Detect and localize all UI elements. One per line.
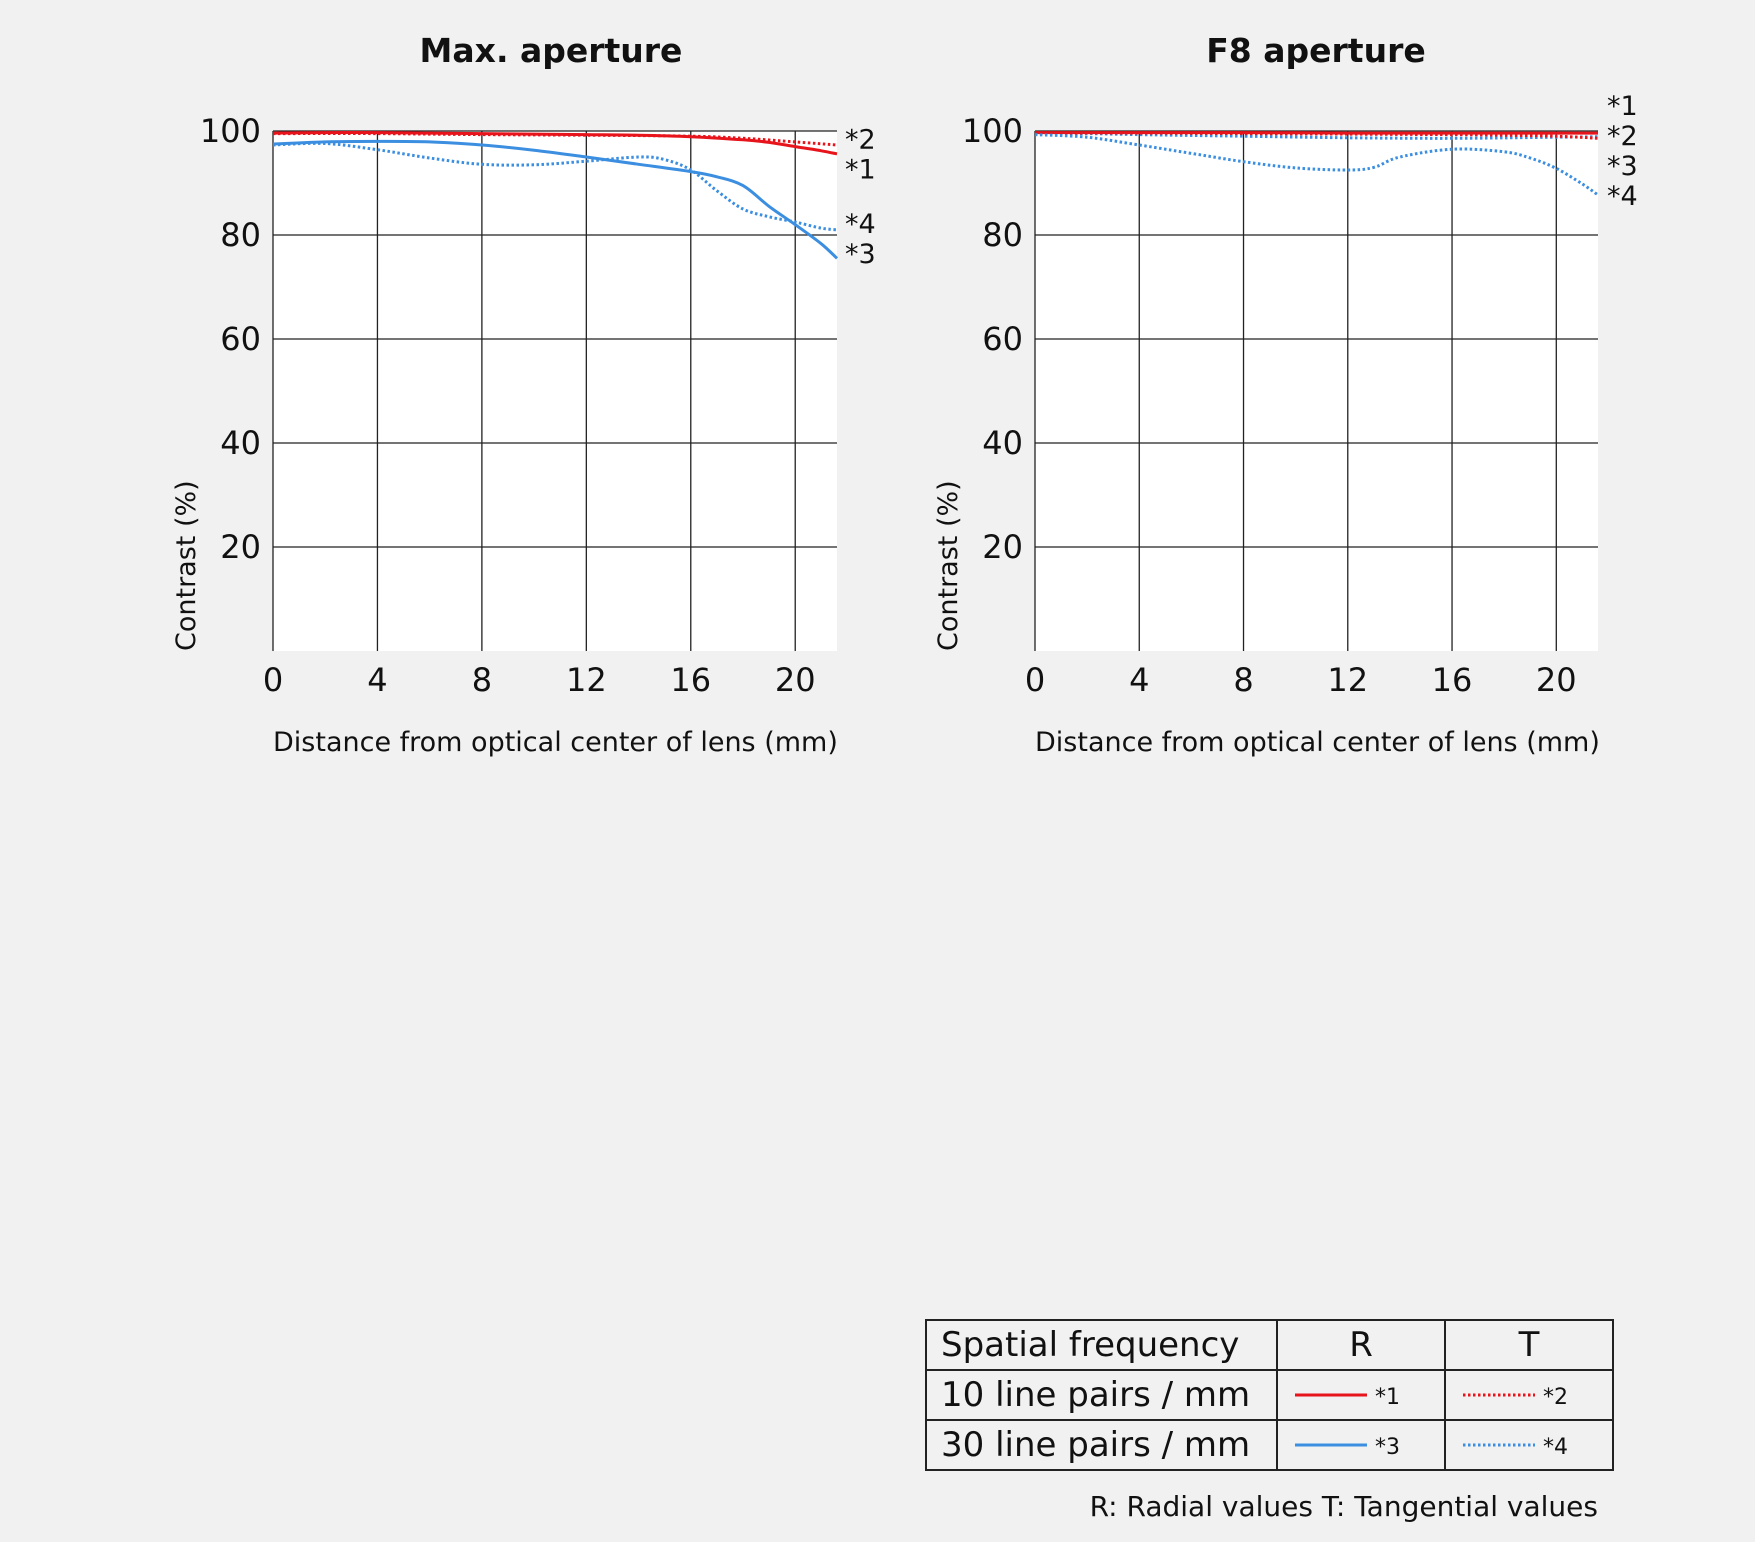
chart1-series-line-2 xyxy=(272,132,838,147)
chart1-ytick-80: 80 xyxy=(220,216,261,254)
legend-frequency-30: 30 line pairs / mm xyxy=(925,1419,1278,1471)
legend-row-30lp: 30 line pairs / mm *3 *4 xyxy=(925,1419,1614,1471)
chart1-series-line-4 xyxy=(272,141,838,232)
legend-table: Spatial frequency R T 10 line pairs / mm… xyxy=(925,1319,1614,1471)
chart1-xtick-12: 12 xyxy=(566,661,607,699)
legend-header-row: Spatial frequency R T xyxy=(925,1319,1614,1371)
chart1-xtick-4: 4 xyxy=(367,661,387,699)
legend-tag-3: *3 xyxy=(1375,1435,1400,1460)
chart2-xtick-8: 8 xyxy=(1233,661,1253,699)
chart1-series-tag-4: *4 xyxy=(845,209,876,240)
legend-tag-4: *4 xyxy=(1543,1435,1568,1460)
legend-sample-2: *2 xyxy=(1444,1369,1614,1421)
chart1-series-tag-2: *2 xyxy=(845,124,876,155)
chart1-title: Max. aperture xyxy=(420,31,683,70)
chart1-y-axis-label: Contrast (%) xyxy=(171,480,202,651)
chart1-ytick-60: 60 xyxy=(220,320,261,358)
chart2-ytick-60: 60 xyxy=(982,320,1023,358)
chart2-series-tag-3: *3 xyxy=(1607,151,1638,182)
chart2-ytick-100: 100 xyxy=(962,112,1023,150)
legend-header-frequency: Spatial frequency xyxy=(925,1319,1278,1371)
legend-sample-4: *4 xyxy=(1444,1419,1614,1471)
chart2-ytick-40: 40 xyxy=(982,424,1023,462)
legend-note: R: Radial values T: Tangential values xyxy=(1089,1490,1598,1523)
chart1-plot-area xyxy=(273,131,837,651)
legend-tag-2: *2 xyxy=(1543,1385,1568,1410)
legend-row-10lp: 10 line pairs / mm *1 *2 xyxy=(925,1369,1614,1421)
chart1-ytick-100: 100 xyxy=(200,112,261,150)
chart1-xtick-8: 8 xyxy=(472,661,492,699)
chart2-x-axis-label: Distance from optical center of lens (mm… xyxy=(1035,727,1600,758)
chart2-series-tag-1: *1 xyxy=(1607,91,1638,122)
chart2-plot-area xyxy=(1035,131,1598,651)
chart1-xtick-0: 0 xyxy=(263,661,283,699)
chart1-xtick-20: 20 xyxy=(775,661,816,699)
chart1-series-tag-1: *1 xyxy=(845,154,876,185)
legend-sample-3: *3 xyxy=(1276,1419,1446,1471)
chart1-ytick-40: 40 xyxy=(220,424,261,462)
chart2-xtick-16: 16 xyxy=(1432,661,1473,699)
chart2-ytick-80: 80 xyxy=(982,216,1023,254)
chart2-y-axis-label: Contrast (%) xyxy=(933,480,964,651)
chart2-series-line-2 xyxy=(1034,132,1599,140)
chart2-xtick-20: 20 xyxy=(1536,661,1577,699)
chart2-series-line-4 xyxy=(1034,133,1599,197)
chart2-series-tag-2: *2 xyxy=(1607,121,1638,152)
legend-sample-1: *1 xyxy=(1276,1369,1446,1421)
chart1-ytick-20: 20 xyxy=(220,528,261,566)
chart2-series-line-1 xyxy=(1034,131,1598,135)
legend-tag-1: *1 xyxy=(1375,1385,1400,1410)
chart2-xtick-0: 0 xyxy=(1025,661,1045,699)
chart1-series-tag-3: *3 xyxy=(845,239,876,270)
chart2-series-tag-4: *4 xyxy=(1607,181,1638,212)
legend-header-radial: R xyxy=(1276,1319,1446,1371)
chart1-xtick-16: 16 xyxy=(670,661,711,699)
chart1-x-axis-label: Distance from optical center of lens (mm… xyxy=(273,727,838,758)
legend-header-tangential: T xyxy=(1444,1319,1614,1371)
chart2-xtick-12: 12 xyxy=(1327,661,1368,699)
chart2-title: F8 aperture xyxy=(1206,31,1425,70)
legend-frequency-10: 10 line pairs / mm xyxy=(925,1369,1278,1421)
chart1-series-line-3 xyxy=(272,139,839,260)
chart2-ytick-20: 20 xyxy=(982,528,1023,566)
chart2-xtick-4: 4 xyxy=(1129,661,1149,699)
chart1-series-line-1 xyxy=(272,131,838,156)
